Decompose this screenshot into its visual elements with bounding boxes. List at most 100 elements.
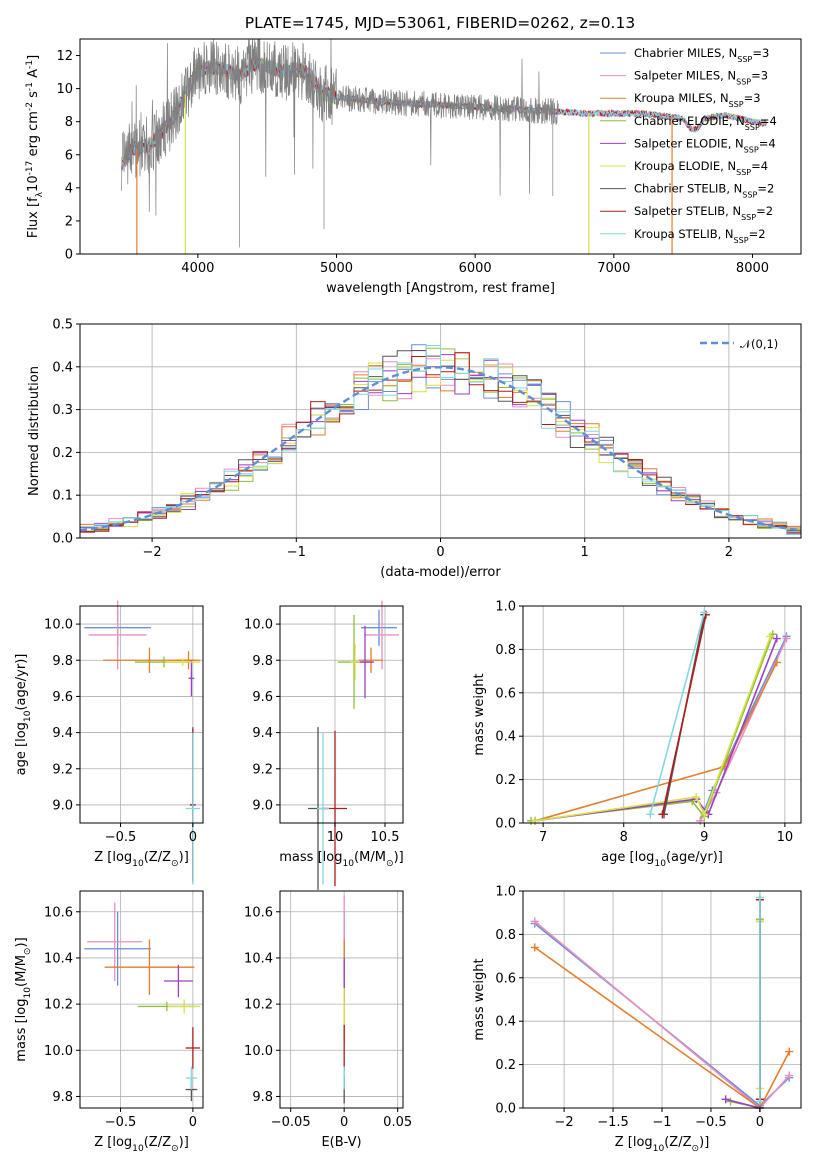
y-tick-label: 1.0 <box>495 885 516 900</box>
y-tick-label: 10.6 <box>244 905 273 920</box>
y-axis-label: Normed distribution <box>27 366 42 496</box>
x-tick-label: −2 <box>143 545 162 560</box>
legend-entry: Chabrier ELODIE, NSSP=4 <box>634 114 777 132</box>
histogram-steps <box>80 344 801 537</box>
plus-marker <box>785 1047 794 1056</box>
x-tick-label: 4000 <box>181 261 214 276</box>
y-tick-label: 0.8 <box>495 643 516 658</box>
spectrum-lines <box>121 39 767 254</box>
y-tick-label: 10.6 <box>44 905 73 920</box>
y-tick-label: 9.6 <box>52 690 73 705</box>
y-tick-label: 0.1 <box>52 489 73 504</box>
x-tick-label: −0.5 <box>105 830 137 845</box>
y-tick-label: 0.3 <box>52 403 73 418</box>
y-tick-label: 10.0 <box>244 618 273 633</box>
y-tick-label: 9.8 <box>252 654 273 669</box>
x-tick-label: 0 <box>340 1115 348 1130</box>
y-tick-label: 8 <box>65 115 73 130</box>
y-tick-label: 10 <box>56 82 73 97</box>
x-tick-label: −1 <box>652 1115 671 1130</box>
legend-entry: Chabrier STELIB, NSSP=2 <box>634 182 774 200</box>
plus-marker <box>658 810 667 819</box>
y-tick-label: 9.8 <box>52 654 73 669</box>
y-tick-label: 0.0 <box>495 1102 516 1117</box>
y-axis-label: age [log10(age/yr)] <box>14 654 33 776</box>
y-tick-label: 0.0 <box>52 532 73 547</box>
y-tick-label: 10.0 <box>44 618 73 633</box>
y-tick-label: 6 <box>65 148 73 163</box>
y-tick-label: 10.4 <box>244 951 273 966</box>
y-tick-label: 10.4 <box>44 951 73 966</box>
residual-histogram <box>80 345 801 537</box>
x-tick-label: 7000 <box>597 261 630 276</box>
plus-marker <box>766 632 775 641</box>
y-tick-label: 9.8 <box>252 1090 273 1105</box>
y-tick-label: 1.0 <box>495 600 516 615</box>
y-tick-label: 0 <box>65 248 73 263</box>
x-tick-label: 5000 <box>320 261 353 276</box>
age-vs-Z-frame <box>79 605 204 824</box>
plus-marker <box>531 816 540 825</box>
plus-marker <box>755 893 764 902</box>
y-tick-label: 0.0 <box>495 817 516 832</box>
x-tick-label: 0 <box>756 1115 764 1130</box>
x-axis-label: Z [log10(Z/Z⊙)] <box>94 850 189 869</box>
spectrum-frame <box>79 38 802 255</box>
y-tick-label: 10.2 <box>244 998 273 1013</box>
x-axis-label: age [log10(age/yr)] <box>601 850 723 869</box>
y-axis-label: mass [log10(M/M⊙)] <box>14 937 33 1061</box>
mass-vs-ebv-frame <box>279 890 404 1109</box>
x-tick-label: 0 <box>436 545 444 560</box>
x-tick-label: −1 <box>287 545 306 560</box>
weight-line <box>725 921 761 1110</box>
plus-marker <box>692 792 701 801</box>
x-axis-label: Z [log10(Z/Z⊙)] <box>615 1135 710 1154</box>
figure-title: PLATE=1745, MJD=53061, FIBERID=0262, z=0… <box>245 14 635 32</box>
x-tick-label: 0.05 <box>383 1115 412 1130</box>
legend-entry: Salpeter STELIB, NSSP=2 <box>634 204 773 222</box>
x-axis-label: Z [log10(Z/Z⊙)] <box>94 1135 189 1154</box>
x-tick-label: 8 <box>620 830 628 845</box>
y-tick-label: 2 <box>65 214 73 229</box>
weight-vs-age-frame <box>522 605 802 824</box>
x-axis-label: (data-model)/error <box>380 565 501 580</box>
weight-line <box>661 614 707 815</box>
mass-vs-Z-frame <box>79 890 204 1109</box>
y-tick-label: 9.6 <box>252 690 273 705</box>
x-tick-label: 10.5 <box>371 830 400 845</box>
panels: 4000 5000 6000 7000 8000024681012wavelength … <box>14 38 802 1154</box>
y-tick-label: 0.6 <box>495 971 516 986</box>
y-tick-label: 0.6 <box>495 686 516 701</box>
age-vs-mass-frame <box>279 605 404 824</box>
weight-line <box>534 636 772 822</box>
x-tick-label: 10 <box>777 830 794 845</box>
plus-marker <box>696 816 705 825</box>
plus-marker <box>530 943 539 952</box>
y-tick-label: 12 <box>56 49 73 64</box>
observed-spectrum-line <box>121 39 559 248</box>
y-tick-label: 0.4 <box>52 360 73 375</box>
legend-entry: Kroupa STELIB, NSSP=2 <box>634 227 766 245</box>
plus-marker <box>772 658 781 667</box>
x-tick-label: −0.05 <box>271 1115 311 1130</box>
y-tick-label: 0.2 <box>495 1058 516 1073</box>
y-tick-label: 0.4 <box>495 730 516 745</box>
x-tick-label: 8000 <box>736 261 769 276</box>
y-tick-label: 10.0 <box>44 1044 73 1059</box>
age-vs-mass-errorbars <box>308 600 399 890</box>
x-tick-label: 6000 <box>459 261 492 276</box>
x-tick-label: 0 <box>189 830 197 845</box>
x-axis-label: wavelength [Angstrom, rest frame] <box>326 281 555 296</box>
legend-entry: Chabrier MILES, NSSP=3 <box>634 46 769 64</box>
y-tick-label: 9.4 <box>252 726 273 741</box>
y-axis-label: mass weight <box>472 673 487 755</box>
y-tick-label: 0.8 <box>495 928 516 943</box>
x-axis-label: mass [log10(M/M⊙)] <box>279 850 403 869</box>
y-tick-label: 0.2 <box>52 446 73 461</box>
y-tick-label: 0.5 <box>52 318 73 333</box>
weight-line <box>534 662 778 822</box>
plus-marker <box>785 1071 794 1080</box>
plus-marker <box>700 810 709 819</box>
x-tick-label: 2 <box>725 545 733 560</box>
